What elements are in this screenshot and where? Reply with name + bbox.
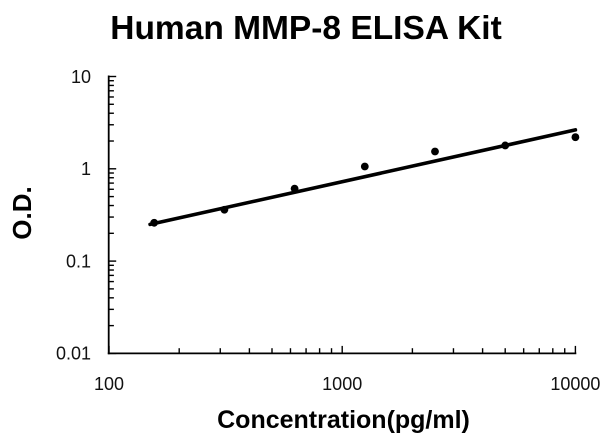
chart-title: Human MMP-8 ELISA Kit bbox=[110, 10, 502, 47]
x-tick-label: 1000 bbox=[322, 374, 362, 394]
y-tick-label: 0.1 bbox=[66, 251, 91, 271]
y-tick-label: 0.01 bbox=[56, 344, 91, 364]
x-tick-label: 100 bbox=[94, 374, 124, 394]
y-tick-label: 1 bbox=[81, 159, 91, 179]
data-point bbox=[431, 147, 439, 156]
y-tick-label: 10 bbox=[71, 67, 91, 87]
data-point bbox=[360, 162, 369, 171]
x-tick-label: 10000 bbox=[550, 374, 600, 394]
fit-line bbox=[148, 128, 578, 227]
x-axis-title: Concentration(pg/ml) bbox=[217, 406, 470, 434]
data-point bbox=[571, 133, 580, 142]
y-axis-title: O.D. bbox=[7, 186, 37, 240]
